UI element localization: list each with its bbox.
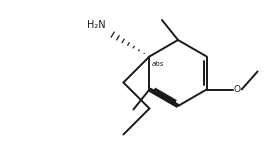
Text: O: O xyxy=(234,85,241,94)
Text: H₂N: H₂N xyxy=(87,20,105,31)
Text: abs: abs xyxy=(151,61,164,67)
